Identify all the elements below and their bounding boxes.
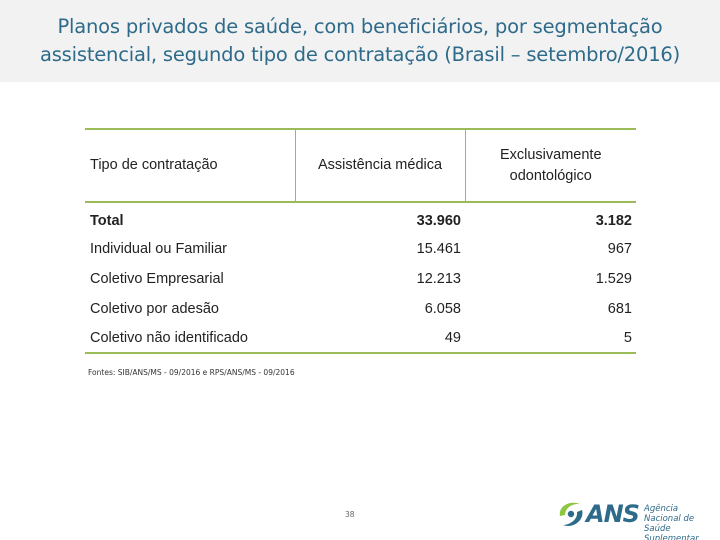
logo-line-2: Saúde Suplementar xyxy=(644,524,699,540)
table-header-row: Tipo de contratação Assistência médica E… xyxy=(85,130,636,203)
row-odonto-value: 3.182 xyxy=(595,212,632,229)
row-medica-value: 33.960 xyxy=(416,212,461,229)
table-row-total: Total 33.960 3.182 xyxy=(85,202,636,234)
table-row: Individual ou Familiar 15.461 967 xyxy=(85,234,636,264)
ans-swirl-icon xyxy=(559,502,583,526)
source-note: Fontes: SIB/ANS/MS - 09/2016 e RPS/ANS/M… xyxy=(88,368,295,377)
page-number: 38 xyxy=(345,510,355,519)
logo-full-name: Agência Nacional de Saúde Suplementar xyxy=(644,504,716,540)
row-label: Total xyxy=(90,212,124,229)
table-row: Coletivo por adesão 6.058 681 xyxy=(85,294,636,324)
table-row: Coletivo não identificado 49 5 xyxy=(85,324,636,352)
logo-line-1: Agência Nacional de xyxy=(644,504,695,524)
row-medica-value: 15.461 xyxy=(416,241,461,257)
row-label: Coletivo Empresarial xyxy=(90,271,224,287)
title-band: Planos privados de saúde, com beneficiár… xyxy=(0,0,720,82)
slide-title: Planos privados de saúde, com beneficiár… xyxy=(39,15,681,66)
header-tipo-contratacao: Tipo de contratação xyxy=(85,130,296,203)
logo-abbr: ANS xyxy=(586,500,640,528)
row-label: Individual ou Familiar xyxy=(90,241,228,257)
row-odonto-value: 681 xyxy=(607,301,632,317)
row-odonto-value: 967 xyxy=(607,241,632,257)
row-medica-value: 49 xyxy=(444,330,461,346)
table-row: Coletivo Empresarial 12.213 1.529 xyxy=(85,264,636,294)
row-odonto-value: 5 xyxy=(623,330,632,346)
header-assistencia-medica: Assistência médica xyxy=(295,130,466,203)
row-label: Coletivo por adesão xyxy=(90,301,219,317)
row-odonto-value: 1.529 xyxy=(595,271,632,287)
row-label: Coletivo não identificado xyxy=(90,330,248,346)
row-medica-value: 12.213 xyxy=(416,271,461,287)
row-medica-value: 6.058 xyxy=(424,301,461,317)
data-table: Tipo de contratação Assistência médica E… xyxy=(85,128,636,354)
ans-logo: ANS Agência Nacional de Saúde Suplementa… xyxy=(556,498,716,540)
header-exclusivamente-odontologico: Exclusivamente odontológico xyxy=(465,130,636,203)
